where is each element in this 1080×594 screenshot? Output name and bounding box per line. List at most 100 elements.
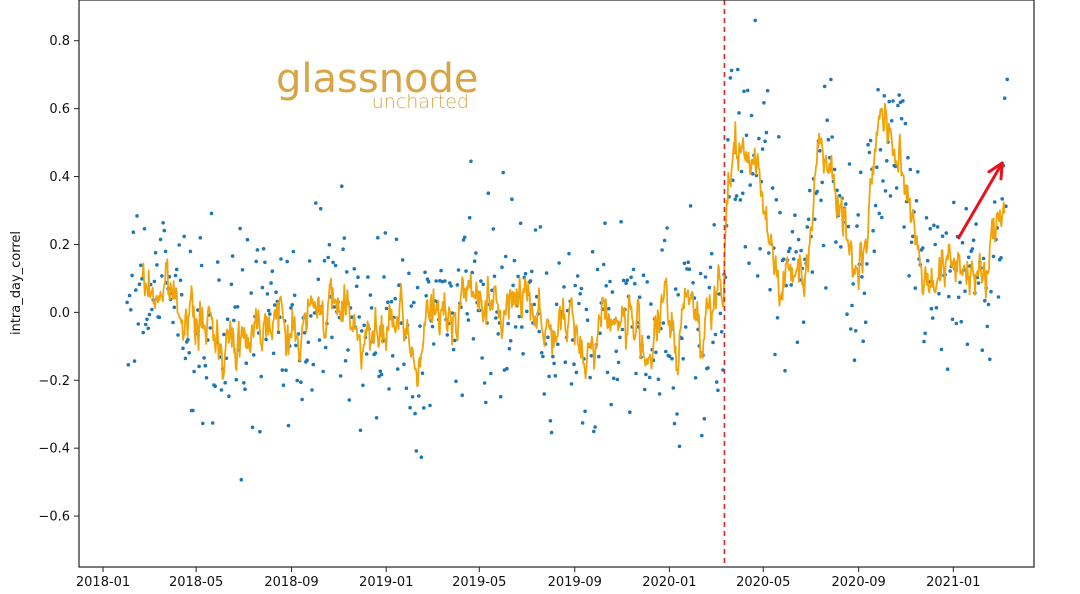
scatter-point [945, 367, 950, 372]
scatter-point [172, 305, 177, 310]
scatter-point [245, 237, 250, 242]
y-tick-label: 0.6 [49, 102, 70, 117]
scatter-point [921, 246, 925, 250]
scatter-point [137, 282, 142, 287]
scatter-point [182, 234, 186, 239]
scatter-point [157, 315, 162, 320]
scatter-point [386, 300, 390, 305]
scatter-point [263, 260, 267, 265]
scatter-point [989, 289, 993, 294]
scatter-point [954, 321, 959, 326]
scatter-point [546, 335, 550, 340]
scatter-point [338, 374, 343, 378]
scatter-point [130, 273, 134, 278]
scatter-point [373, 351, 378, 355]
scatter-point [270, 269, 275, 274]
scatter-point [383, 231, 388, 235]
scatter-point [177, 243, 181, 247]
scatter-point [408, 405, 412, 410]
scatter-point [358, 428, 363, 433]
scatter-point [244, 361, 249, 366]
scatter-point [755, 274, 760, 278]
scatter-point [415, 285, 420, 290]
scatter-point [583, 409, 587, 414]
scatter-point [1004, 204, 1008, 208]
scatter-point [173, 273, 178, 278]
scatter-point [662, 238, 667, 243]
scatter-point [1002, 96, 1007, 100]
scatter-point [959, 319, 963, 324]
scatter-point [624, 281, 628, 286]
scatter-point [377, 374, 381, 379]
scatter-point [950, 317, 955, 322]
scatter-point [503, 254, 508, 259]
scatter-point [939, 347, 944, 352]
scatter-point [225, 317, 230, 322]
scatter-point [161, 221, 165, 225]
scatter-point [294, 343, 298, 348]
scatter-point [533, 228, 538, 232]
scatter-point [598, 331, 602, 336]
scatter-point [625, 278, 630, 283]
scatter-point [141, 330, 145, 335]
scatter-point [203, 363, 208, 368]
scatter-point [729, 68, 734, 73]
x-tick-label: 2018-01 [76, 575, 130, 590]
scatter-point [775, 316, 780, 320]
scatter-point [991, 254, 996, 259]
scatter-point [590, 249, 595, 254]
scatter-point [956, 295, 961, 300]
scatter-point [210, 421, 215, 425]
scatter-point [399, 321, 404, 325]
scatter-point [664, 349, 668, 354]
scatter-point [611, 376, 616, 381]
scatter-point [738, 198, 743, 202]
scatter-point [395, 367, 400, 371]
scatter-point [417, 394, 421, 398]
scatter-point [618, 335, 622, 340]
scatter-point [554, 302, 559, 307]
scatter-point [511, 283, 515, 288]
scatter-point [680, 336, 684, 341]
scatter-point [965, 342, 970, 347]
x-tick-label: 2019-01 [359, 575, 413, 590]
scatter-point [261, 247, 266, 251]
scatter-point [481, 282, 486, 287]
scatter-point [944, 231, 949, 235]
scatter-point [788, 246, 792, 251]
scatter-point [976, 281, 981, 285]
scatter-point [805, 225, 810, 229]
watermark-brand: glassnode [276, 56, 479, 102]
scatter-point [357, 315, 362, 319]
scatter-point [174, 267, 179, 272]
scatter-point [490, 288, 494, 293]
scatter-point [698, 271, 703, 276]
scatter-point [292, 293, 297, 298]
scatter-point [686, 260, 690, 265]
scatter-point [744, 133, 749, 138]
scatter-point [333, 263, 338, 268]
scatter-point [799, 248, 803, 253]
scatter-point [867, 150, 872, 155]
scatter-point [460, 393, 465, 398]
scatter-point [830, 135, 834, 139]
scatter-point [422, 406, 426, 410]
scatter-point [952, 200, 956, 205]
scatter-point [676, 293, 680, 297]
scatter-point [914, 199, 919, 203]
plot-frame [78, 0, 1035, 568]
scatter-point [146, 326, 150, 331]
scatter-point [239, 477, 244, 482]
scatter-point [907, 274, 911, 278]
scatter-point [219, 388, 224, 392]
scatter-point [745, 88, 750, 93]
scatter-point [285, 259, 290, 264]
scatter-point [691, 281, 695, 285]
scatter-point [393, 296, 398, 301]
scatter-point [922, 339, 926, 344]
scatter-point [671, 386, 676, 390]
scatter-point [716, 388, 720, 393]
scatter-point [209, 211, 214, 216]
scatter-point [657, 392, 662, 396]
